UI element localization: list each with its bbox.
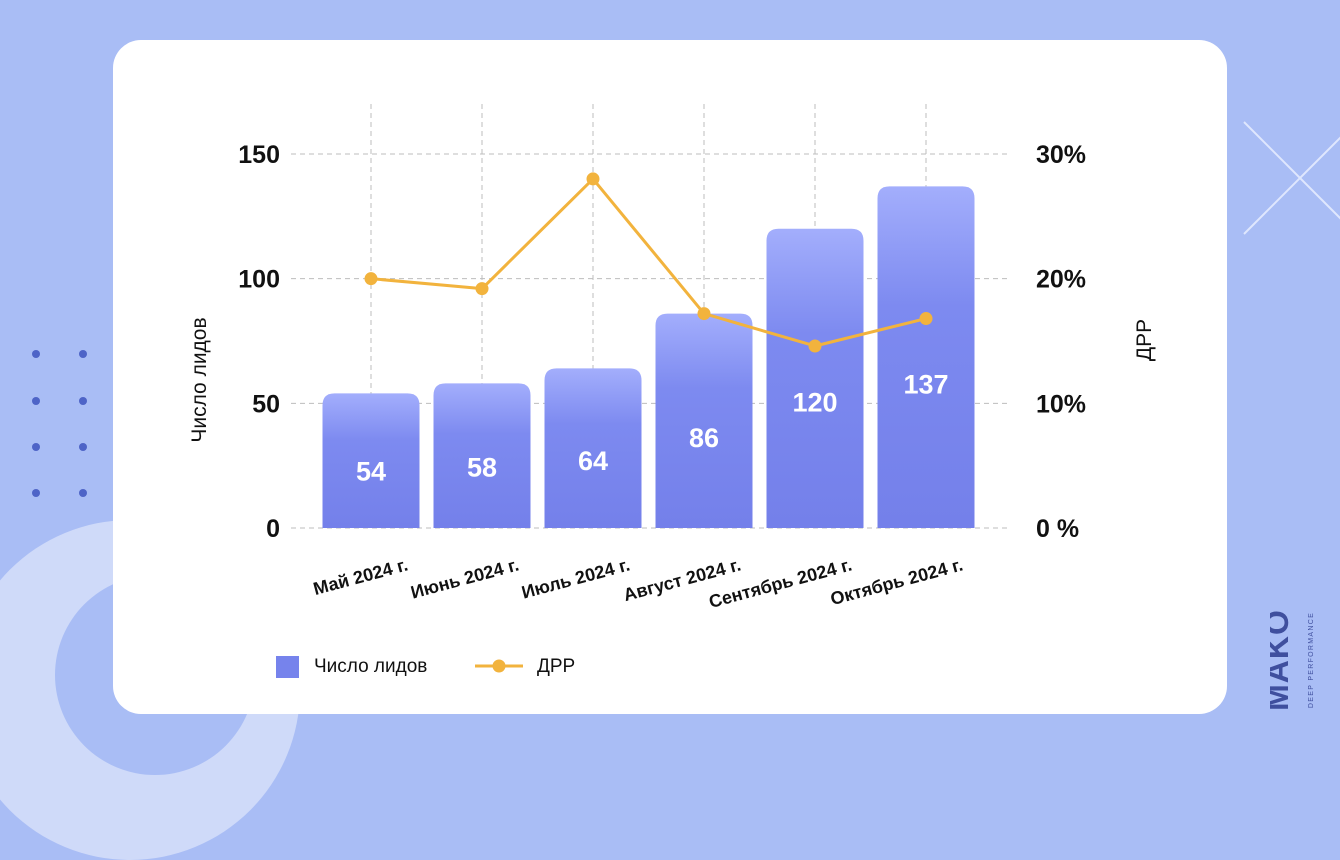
combo-chart: 0 0 % 50 10% 100 20% 150 30% 54 Май 2024 г. 58 Июнь… [188, 104, 1156, 678]
legend-label-bars: Число лидов [314, 656, 427, 677]
line-point [586, 172, 600, 186]
line-series-drr [370, 177, 927, 348]
y-tick-label-right: 10% [1036, 390, 1086, 418]
y-tick-label-left: 100 [238, 266, 280, 294]
line-point [364, 272, 378, 286]
y-axis-title-right: ДРР [1133, 319, 1156, 361]
bar-value-label: 58 [467, 452, 497, 482]
y-tick-label-right: 0 % [1036, 515, 1079, 543]
brand-name: MAKO [1270, 609, 1295, 711]
x-tick-label: Май 2024 г. [311, 555, 410, 599]
line-point [475, 282, 489, 296]
y-tick-label-right: 30% [1036, 141, 1086, 169]
line-point [808, 339, 822, 353]
bar-value-label: 137 [903, 370, 948, 400]
bar [655, 313, 753, 528]
legend-label-line: ДРР [537, 656, 575, 677]
bar-value-label: 54 [356, 456, 386, 486]
line-point [697, 307, 711, 321]
bar-value-label: 64 [578, 446, 608, 476]
y-tick-label-right: 20% [1036, 266, 1086, 294]
bar [766, 228, 864, 529]
legend-swatch-marker [492, 659, 506, 673]
y-tick-label-left: 50 [252, 390, 280, 418]
bar [433, 383, 531, 528]
bar-value-label: 86 [689, 423, 719, 453]
legend-swatch-bars [276, 656, 299, 678]
y-tick-label-left: 0 [266, 515, 280, 543]
brand-logo: MAKO DEEP PERFORMANCE [1270, 609, 1315, 711]
bar [322, 393, 420, 528]
line-point [919, 312, 933, 326]
x-tick-label: Июль 2024 г. [520, 555, 632, 603]
brand-tagline: DEEP PERFORMANCE [1308, 612, 1315, 708]
y-axis-title-left: Число лидов [188, 317, 211, 442]
decorative-cross [1243, 121, 1340, 235]
x-tick-label: Июнь 2024 г. [409, 555, 521, 603]
decorative-dots [30, 346, 100, 506]
chart-card: 0 0 % 50 10% 100 20% 150 30% 54 Май 2024 г. 58 Июнь… [113, 40, 1227, 714]
legend: Число лидов ДРР [276, 656, 575, 678]
bar [544, 368, 642, 528]
bar [877, 186, 975, 528]
y-tick-label-left: 150 [238, 141, 280, 169]
bar-value-label: 120 [792, 387, 837, 417]
